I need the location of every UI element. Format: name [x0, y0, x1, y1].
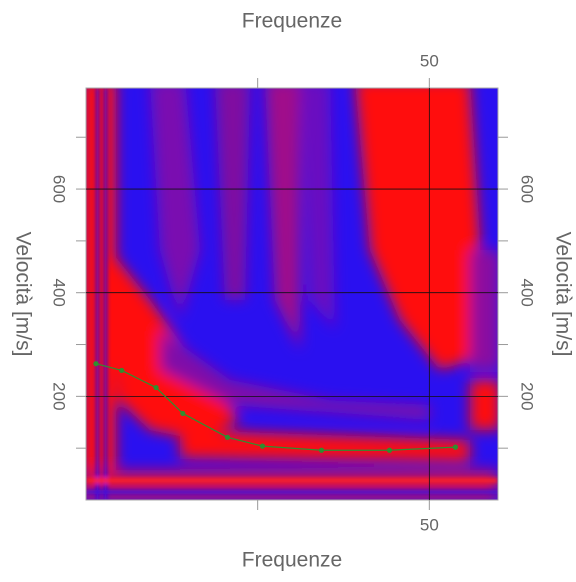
y-tick-label: 400: [50, 279, 69, 307]
x-tick-label: 50: [420, 51, 439, 70]
y-tick-label: 600: [518, 175, 537, 203]
picked-point: [259, 443, 266, 449]
y-tick-label: 400: [518, 279, 537, 307]
picked-point: [93, 361, 99, 367]
picked-point: [318, 447, 325, 453]
picked-point: [119, 367, 125, 374]
x-axis-title: Frequenze: [242, 549, 342, 572]
picked-point: [386, 447, 393, 453]
x-axis-title: Frequenze: [242, 10, 342, 33]
picked-point: [452, 444, 459, 450]
y-tick-label: 600: [50, 175, 69, 203]
picked-point: [180, 410, 186, 417]
y-tick-label: 200: [518, 382, 537, 410]
dispersion-image: [86, 88, 498, 500]
plot-frame: [85, 87, 499, 501]
y-tick-label: 200: [50, 382, 69, 410]
x-tick-label: 50: [420, 515, 439, 534]
picked-point: [224, 434, 231, 440]
y-axis-title: Velocità [m/s]: [11, 232, 34, 357]
y-axis-title: Velocità [m/s]: [551, 232, 574, 357]
picked-point: [153, 384, 159, 391]
